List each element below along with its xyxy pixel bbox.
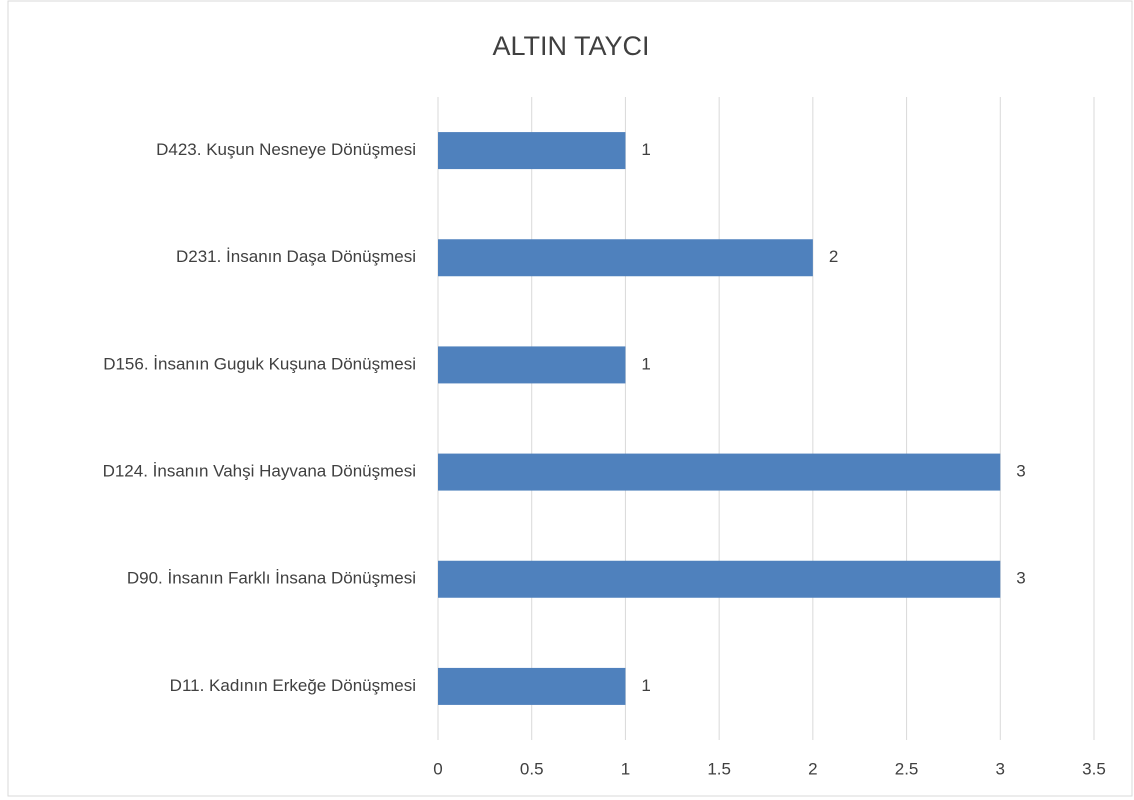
- bar: [438, 560, 1001, 598]
- x-tick-label: 2.5: [895, 759, 919, 778]
- x-tick-label: 3: [996, 759, 1005, 778]
- x-tick-label: 2: [808, 759, 817, 778]
- y-tick-label: D11. Kadının Erkeğe Dönüşmesi: [170, 676, 416, 695]
- bar: [438, 667, 626, 705]
- x-tick-label: 3.5: [1082, 759, 1106, 778]
- y-tick-label: D156. İnsanın Guguk Kuşuna Dönüşmesi: [103, 354, 416, 373]
- y-tick-label: D124. İnsanın Vahşi Hayvana Dönüşmesi: [103, 462, 416, 481]
- y-tick-label: D90. İnsanın Farklı İnsana Dönüşmesi: [127, 569, 416, 588]
- x-tick-label: 0: [433, 759, 442, 778]
- data-label: 1: [641, 676, 650, 695]
- x-tick-label: 1.5: [707, 759, 731, 778]
- data-label: 3: [1016, 462, 1025, 481]
- x-tick-label: 0.5: [520, 759, 544, 778]
- y-tick-label: D231. İnsanın Daşa Dönüşmesi: [176, 247, 416, 266]
- chart-title: ALTIN TAYCI: [492, 31, 649, 61]
- data-label: 1: [641, 354, 650, 373]
- bar: [438, 346, 626, 384]
- data-label: 3: [1016, 569, 1025, 588]
- y-tick-label: D423. Kuşun Nesneye Dönüşmesi: [156, 140, 416, 159]
- bar: [438, 239, 813, 277]
- data-label: 2: [829, 247, 838, 266]
- data-label: 1: [641, 140, 650, 159]
- bar: [438, 132, 626, 170]
- bar: [438, 453, 1001, 491]
- x-tick-label: 1: [621, 759, 630, 778]
